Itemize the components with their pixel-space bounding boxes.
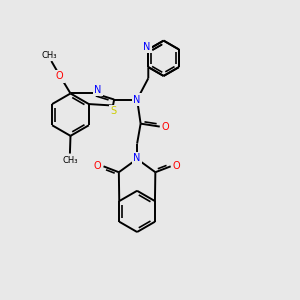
Text: N: N [134, 94, 141, 104]
Text: O: O [162, 122, 170, 132]
Text: N: N [134, 153, 141, 164]
Text: N: N [94, 85, 102, 95]
Text: CH₃: CH₃ [41, 51, 57, 60]
Text: S: S [110, 106, 116, 116]
Text: CH₃: CH₃ [62, 155, 78, 164]
Text: O: O [173, 161, 180, 171]
Text: N: N [143, 42, 151, 52]
Text: O: O [56, 71, 63, 81]
Text: O: O [94, 161, 101, 171]
